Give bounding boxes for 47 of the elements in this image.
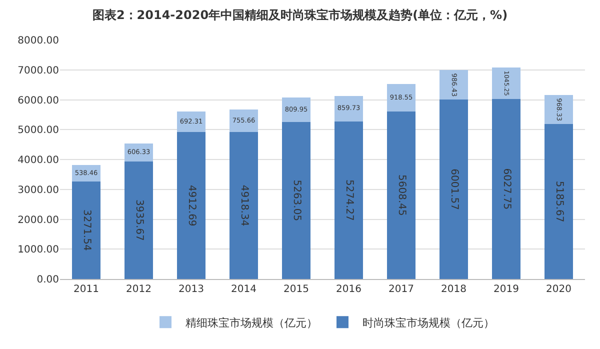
y-tick-label: 3000.00 — [18, 184, 59, 196]
bar — [492, 98, 521, 279]
x-tick-label: 2011 — [74, 284, 99, 295]
bar — [124, 161, 154, 279]
data-label: 4912.69 — [186, 184, 197, 226]
y-tick-label: 4000.00 — [18, 155, 59, 166]
data-label: 6001.57 — [448, 168, 460, 210]
y-tick-label: 2000.00 — [18, 214, 59, 226]
x-tick-label: 2020 — [546, 284, 572, 295]
data-label: 5263.05 — [290, 180, 302, 222]
bar — [492, 68, 521, 99]
data-label: 5274.27 — [343, 180, 354, 221]
bar — [439, 70, 468, 100]
bar — [386, 84, 416, 112]
bar — [176, 132, 206, 279]
x-tick-label: 2013 — [178, 284, 204, 295]
chart-title: 图表2：2014-2020年中国精细及时尚珠宝市场规模及趋势(单位：亿元，%) — [92, 8, 508, 22]
bar — [544, 95, 574, 124]
bar — [282, 122, 311, 279]
y-tick-label: 0.00 — [36, 274, 59, 286]
data-label: 3935.67 — [133, 200, 144, 241]
y-tick-label: 8000.00 — [18, 36, 59, 46]
y-tick-label: 6000.00 — [18, 95, 59, 106]
bar — [282, 98, 311, 122]
bar — [439, 100, 468, 279]
x-tick-label: 2018 — [441, 284, 466, 295]
data-label: 6027.75 — [500, 168, 512, 210]
data-label: 5608.45 — [396, 174, 407, 216]
x-tick-label: 2017 — [388, 284, 414, 295]
y-tick-label: 7000.00 — [18, 65, 59, 76]
y-tick-label: 5000.00 — [18, 125, 59, 136]
x-tick-label: 2012 — [126, 284, 152, 295]
bar — [72, 181, 101, 279]
x-tick-label: 2015 — [284, 284, 309, 295]
legend-label: 精细珠宝市场规模（亿元） — [186, 316, 318, 330]
x-tick-label: 2016 — [336, 284, 362, 295]
data-label: 3271.54 — [80, 209, 92, 251]
bar — [229, 132, 258, 279]
legend-label: 时尚珠宝市场规模（亿元） — [362, 316, 494, 330]
bar — [544, 124, 574, 279]
bar — [334, 121, 364, 279]
bar — [386, 111, 416, 279]
data-label: 5185.67 — [553, 180, 564, 222]
x-tick-label: 2014 — [231, 284, 256, 295]
y-tick-label: 1000.00 — [18, 244, 59, 256]
data-label: 4918.34 — [238, 184, 250, 226]
x-tick-label: 2019 — [494, 284, 519, 295]
